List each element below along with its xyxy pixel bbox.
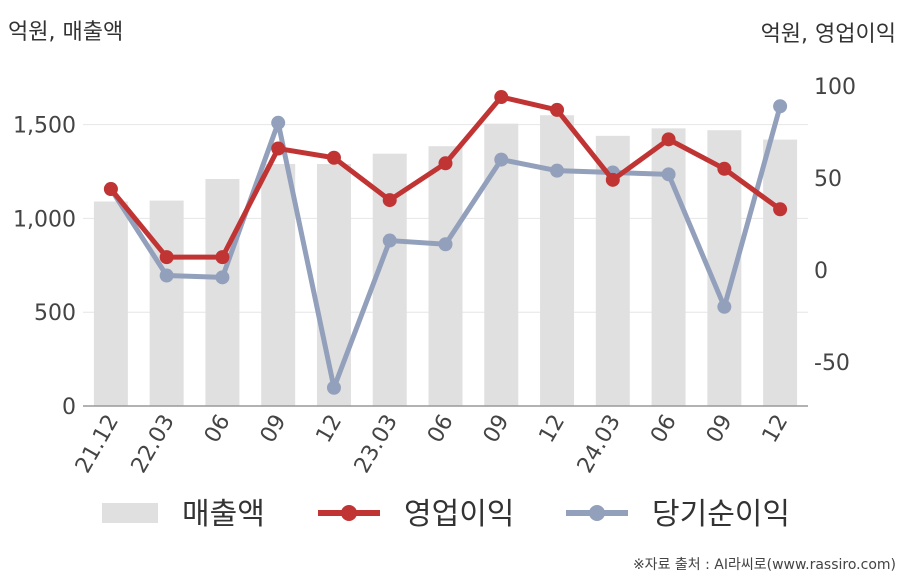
series-point [103,182,118,197]
bar [484,123,519,407]
legend-swatch-marker [341,505,357,521]
series-point [215,250,230,265]
series-point [159,268,174,283]
right-axis-title: 억원, 영업이익 [760,22,896,47]
left-tick-label: 1,500 [13,114,76,139]
series-point [717,299,732,314]
left-tick-label: 0 [62,395,76,420]
series-point [326,150,341,165]
x-tick-label: 06 [646,411,682,448]
series-point [773,99,788,114]
x-tick-label: 23.03 [350,411,403,478]
x-tick-label: 12 [535,411,571,448]
x-tick-label: 24.03 [573,411,626,478]
x-tick-label: 06 [423,411,459,448]
x-tick-label: 21.12 [71,411,124,478]
source-note: ※자료 출처 : AI라씨로(www.rassiro.com) [632,557,896,573]
legend-swatch-bar [102,503,158,523]
legend-swatch-marker [589,505,605,521]
left-tick-label: 500 [34,301,76,326]
right-tick-label: -50 [814,351,850,376]
left-tick-label: 1,000 [13,207,76,232]
x-tick-label: 22.03 [127,411,180,478]
right-tick-label: 100 [814,75,856,100]
bar [149,200,184,406]
bar [93,201,128,406]
series-point [271,141,286,156]
x-tick-label: 06 [200,411,236,448]
series-point [661,167,676,182]
series-point [215,270,230,285]
series-point [494,152,509,167]
x-tick-label: 09 [256,411,292,448]
series-point [661,132,676,147]
x-tick-label: 09 [479,411,515,448]
series-point [438,237,453,252]
series-point [605,172,620,187]
x-tick-label: 09 [702,411,738,448]
legend-label: 영업이익 [404,497,514,532]
series-point [271,115,286,130]
series-point [438,156,453,171]
series-point [550,102,565,117]
series-point [326,380,341,395]
x-tick-label: 12 [312,411,348,448]
bar [428,146,463,406]
x-tick-label: 12 [758,411,794,448]
series-point [550,163,565,178]
bar [540,115,575,406]
series-point [159,250,174,265]
left-axis-title: 억원, 매출액 [8,20,124,45]
series-point [773,202,788,217]
right-tick-label: 50 [814,167,842,192]
bar [261,163,296,406]
legend-label: 매출액 [182,497,265,532]
series-point [494,90,509,105]
legend-label: 당기순이익 [652,497,790,532]
right-tick-label: 0 [814,259,828,284]
bar [205,179,240,406]
series-point [382,193,397,208]
series-point [717,161,732,176]
series-point [382,233,397,248]
bar [316,163,351,406]
bar [763,139,798,406]
